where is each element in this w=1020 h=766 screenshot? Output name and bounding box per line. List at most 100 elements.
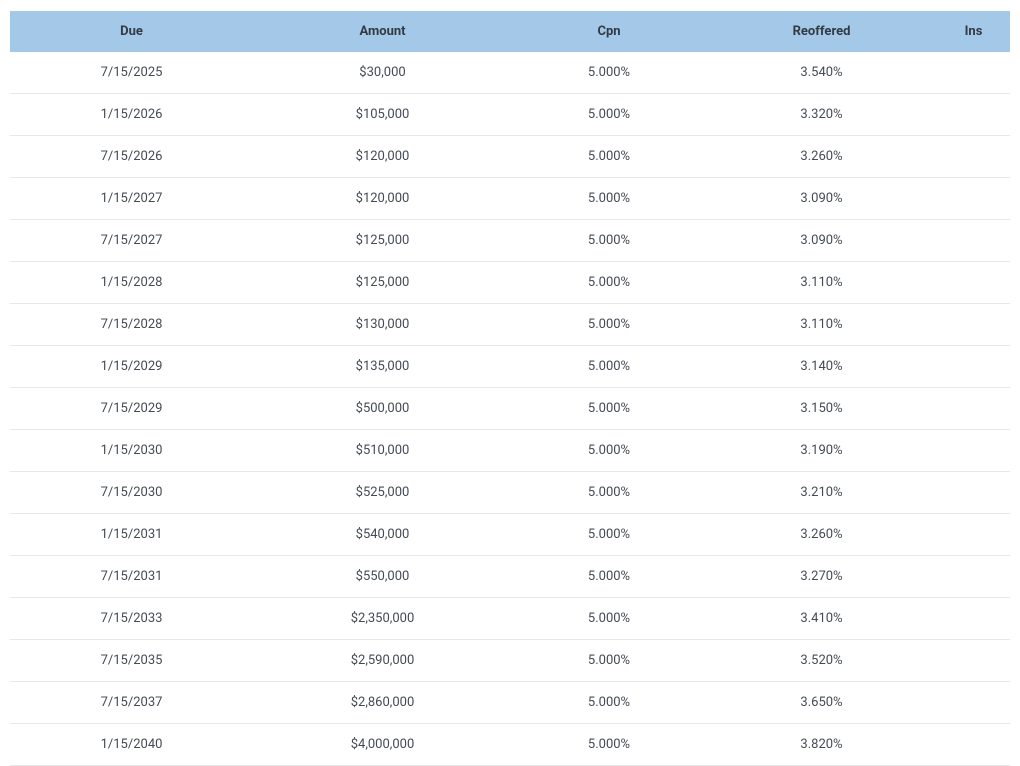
table-row: 1/15/2030$510,0005.000%3.190%	[10, 430, 1010, 472]
cell-due: 7/15/2028	[10, 304, 253, 346]
cell-amount: $120,000	[253, 178, 512, 220]
cell-due: 7/15/2029	[10, 388, 253, 430]
table-row: 7/15/2027$125,0005.000%3.090%	[10, 220, 1010, 262]
cell-amount: $135,000	[253, 346, 512, 388]
cell-amount: $2,860,000	[253, 682, 512, 724]
cell-reoffered: 3.260%	[706, 514, 937, 556]
table-row: 7/15/2035$2,590,0005.000%3.520%	[10, 640, 1010, 682]
cell-ins	[937, 682, 1010, 724]
table-row: 7/15/2025$30,0005.000%3.540%	[10, 52, 1010, 94]
cell-due: 7/15/2033	[10, 598, 253, 640]
cell-due: 7/15/2030	[10, 472, 253, 514]
cell-reoffered: 3.210%	[706, 472, 937, 514]
cell-amount: $510,000	[253, 430, 512, 472]
bond-table-container: Due Amount Cpn Reoffered Ins 7/15/2025$3…	[10, 11, 1010, 766]
cell-ins	[937, 640, 1010, 682]
cell-amount: $125,000	[253, 220, 512, 262]
cell-amount: $130,000	[253, 304, 512, 346]
cell-cpn: 5.000%	[512, 598, 706, 640]
cell-cpn: 5.000%	[512, 52, 706, 94]
cell-due: 1/15/2028	[10, 262, 253, 304]
cell-reoffered: 3.820%	[706, 724, 937, 766]
cell-ins	[937, 514, 1010, 556]
cell-cpn: 5.000%	[512, 346, 706, 388]
table-row: 7/15/2029$500,0005.000%3.150%	[10, 388, 1010, 430]
cell-ins	[937, 724, 1010, 766]
cell-reoffered: 3.190%	[706, 430, 937, 472]
table-row: 1/15/2028$125,0005.000%3.110%	[10, 262, 1010, 304]
cell-amount: $30,000	[253, 52, 512, 94]
table-row: 1/15/2029$135,0005.000%3.140%	[10, 346, 1010, 388]
table-row: 7/15/2031$550,0005.000%3.270%	[10, 556, 1010, 598]
cell-reoffered: 3.520%	[706, 640, 937, 682]
cell-amount: $500,000	[253, 388, 512, 430]
cell-cpn: 5.000%	[512, 556, 706, 598]
cell-reoffered: 3.090%	[706, 220, 937, 262]
cell-amount: $525,000	[253, 472, 512, 514]
cell-cpn: 5.000%	[512, 724, 706, 766]
cell-ins	[937, 430, 1010, 472]
cell-amount: $2,590,000	[253, 640, 512, 682]
cell-ins	[937, 136, 1010, 178]
cell-ins	[937, 220, 1010, 262]
cell-ins	[937, 178, 1010, 220]
table-row: 7/15/2028$130,0005.000%3.110%	[10, 304, 1010, 346]
cell-due: 1/15/2026	[10, 94, 253, 136]
cell-amount: $2,350,000	[253, 598, 512, 640]
table-row: 7/15/2037$2,860,0005.000%3.650%	[10, 682, 1010, 724]
cell-reoffered: 3.650%	[706, 682, 937, 724]
cell-ins	[937, 94, 1010, 136]
cell-due: 7/15/2031	[10, 556, 253, 598]
table-row: 1/15/2026$105,0005.000%3.320%	[10, 94, 1010, 136]
cell-cpn: 5.000%	[512, 388, 706, 430]
cell-cpn: 5.000%	[512, 304, 706, 346]
cell-due: 7/15/2026	[10, 136, 253, 178]
cell-reoffered: 3.270%	[706, 556, 937, 598]
cell-ins	[937, 388, 1010, 430]
cell-due: 7/15/2037	[10, 682, 253, 724]
cell-amount: $105,000	[253, 94, 512, 136]
col-header-cpn: Cpn	[512, 11, 706, 52]
table-row: 7/15/2030$525,0005.000%3.210%	[10, 472, 1010, 514]
cell-amount: $125,000	[253, 262, 512, 304]
cell-due: 1/15/2030	[10, 430, 253, 472]
cell-ins	[937, 472, 1010, 514]
cell-reoffered: 3.260%	[706, 136, 937, 178]
cell-ins	[937, 304, 1010, 346]
cell-amount: $550,000	[253, 556, 512, 598]
cell-due: 7/15/2025	[10, 52, 253, 94]
cell-amount: $540,000	[253, 514, 512, 556]
cell-ins	[937, 52, 1010, 94]
cell-reoffered: 3.110%	[706, 262, 937, 304]
cell-reoffered: 3.540%	[706, 52, 937, 94]
table-row: 7/15/2033$2,350,0005.000%3.410%	[10, 598, 1010, 640]
cell-ins	[937, 556, 1010, 598]
cell-cpn: 5.000%	[512, 472, 706, 514]
cell-cpn: 5.000%	[512, 262, 706, 304]
cell-reoffered: 3.150%	[706, 388, 937, 430]
cell-cpn: 5.000%	[512, 220, 706, 262]
table-header: Due Amount Cpn Reoffered Ins	[10, 11, 1010, 52]
cell-cpn: 5.000%	[512, 640, 706, 682]
bond-table: Due Amount Cpn Reoffered Ins 7/15/2025$3…	[10, 11, 1010, 766]
table-row: 1/15/2027$120,0005.000%3.090%	[10, 178, 1010, 220]
cell-due: 7/15/2027	[10, 220, 253, 262]
cell-cpn: 5.000%	[512, 682, 706, 724]
cell-reoffered: 3.110%	[706, 304, 937, 346]
cell-ins	[937, 262, 1010, 304]
cell-cpn: 5.000%	[512, 178, 706, 220]
table-body: 7/15/2025$30,0005.000%3.540%1/15/2026$10…	[10, 52, 1010, 766]
cell-reoffered: 3.090%	[706, 178, 937, 220]
cell-due: 1/15/2027	[10, 178, 253, 220]
table-row: 7/15/2026$120,0005.000%3.260%	[10, 136, 1010, 178]
cell-reoffered: 3.320%	[706, 94, 937, 136]
cell-ins	[937, 598, 1010, 640]
cell-due: 1/15/2031	[10, 514, 253, 556]
table-row: 1/15/2031$540,0005.000%3.260%	[10, 514, 1010, 556]
col-header-amount: Amount	[253, 11, 512, 52]
cell-ins	[937, 346, 1010, 388]
col-header-reoffered: Reoffered	[706, 11, 937, 52]
cell-due: 1/15/2029	[10, 346, 253, 388]
header-row: Due Amount Cpn Reoffered Ins	[10, 11, 1010, 52]
cell-amount: $120,000	[253, 136, 512, 178]
